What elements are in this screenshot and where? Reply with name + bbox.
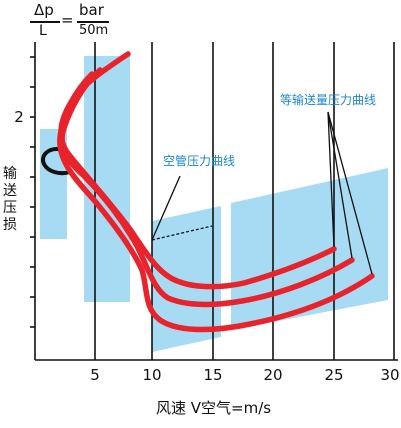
equal-conveying-annotation: 等输送量压力曲线 <box>280 93 377 107</box>
x-axis-label: 风速 V空气=m/s <box>156 399 272 417</box>
x-tick-label: 30 <box>380 366 399 384</box>
empty-pipe-annotation: 空管压力曲线 <box>163 154 236 168</box>
y-ticks <box>30 56 35 328</box>
formula-equals: = <box>61 11 74 29</box>
x-tick-label: 10 <box>142 366 161 384</box>
annotation-pointers <box>151 111 373 275</box>
x-tick-labels: 5 10 15 20 25 30 <box>90 366 399 384</box>
x-tick-label: 25 <box>324 366 343 384</box>
empty-pipe-pointer-dashed <box>151 225 213 241</box>
x-tick-label: 20 <box>263 366 282 384</box>
formula-lhs-fraction-bar <box>30 21 60 23</box>
formula-lhs-denominator: L <box>39 23 47 39</box>
equal-conveying-pointer-1 <box>327 111 335 248</box>
empty-pipe-pointer <box>151 175 181 241</box>
formula-rhs-numerator: bar <box>79 1 104 19</box>
equal-conveying-pointer-3 <box>327 111 373 275</box>
formula-lhs-numerator: Δp <box>34 1 54 19</box>
x-tick-label: 5 <box>90 366 100 384</box>
conveying-curve-2 <box>57 71 375 333</box>
y-tick-label: 2 <box>14 108 24 126</box>
axes <box>34 42 398 361</box>
black-loop-curve <box>41 147 72 176</box>
y-axis-label: 输送压损 <box>3 166 17 233</box>
band-middle <box>152 206 221 352</box>
equal-conveying-pointer-2 <box>327 111 353 259</box>
x-tick-label: 15 <box>203 366 222 384</box>
pressure-curves <box>57 51 375 333</box>
formula-rhs-fraction-bar <box>77 21 109 23</box>
formula-rhs-denominator: 50m <box>79 23 109 38</box>
